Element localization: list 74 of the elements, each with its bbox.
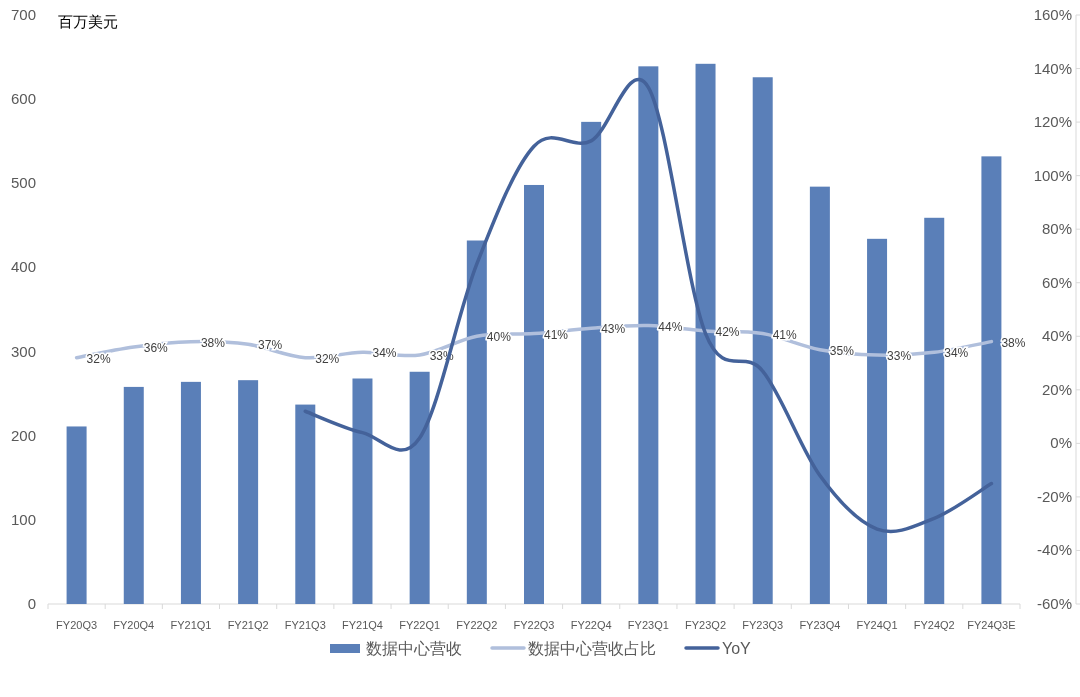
y-tick-label: 600	[10, 90, 36, 108]
data-label: 38%	[200, 335, 226, 350]
y-tick-label: 200	[10, 426, 36, 444]
x-tick-label: FY24Q1	[856, 619, 898, 631]
data-label: 44%	[658, 319, 683, 334]
y-tick-label: 500	[10, 174, 36, 192]
x-tick-label: FY23Q3	[742, 619, 784, 631]
bar	[238, 380, 259, 604]
legend-label: 数据中心营收	[366, 640, 462, 657]
x-tick-label: FY21Q4	[341, 619, 383, 631]
y2-tick-label: 20%	[1041, 380, 1072, 398]
x-tick-label: FY20Q3	[56, 619, 98, 631]
y2-tick-label: -20%	[1036, 487, 1072, 505]
x-tick-label: FY22Q1	[399, 619, 441, 631]
x-tick-label: FY21Q3	[284, 619, 326, 631]
x-tick-label: FY23Q1	[627, 619, 669, 631]
data-label: 32%	[315, 351, 340, 366]
data-label: 42%	[715, 324, 740, 339]
x-tick-label: FY22Q2	[456, 619, 498, 631]
data-label: 35%	[829, 343, 855, 358]
x-tick-label: FY21Q1	[170, 619, 212, 631]
y2-tick-label: 100%	[1033, 166, 1072, 184]
bar	[809, 186, 830, 604]
y2-tick-label: -60%	[1036, 595, 1072, 612]
x-tick-label: FY20Q4	[113, 619, 155, 631]
data-label: 41%	[772, 327, 798, 342]
bar	[180, 381, 201, 604]
y-tick-label: 400	[10, 258, 36, 276]
y2-tick-label: 140%	[1033, 59, 1072, 77]
bar	[638, 66, 659, 604]
x-tick-label: FY23Q4	[799, 619, 841, 631]
data-label: 37%	[258, 338, 283, 353]
x-tick-label: FY22Q4	[570, 619, 612, 631]
data-label: 33%	[887, 349, 912, 364]
data-label: 32%	[86, 351, 111, 366]
x-tick-label: FY21Q2	[227, 619, 269, 631]
y2-tick-label: 40%	[1041, 327, 1072, 345]
data-label: 34%	[944, 346, 969, 361]
bar	[295, 404, 316, 604]
bar	[123, 386, 144, 604]
y-tick-label: 100	[10, 510, 36, 528]
legend-label: 数据中心营收占比	[528, 640, 656, 657]
y2-tick-label: 80%	[1041, 220, 1072, 238]
y2-tick-label: 60%	[1041, 273, 1072, 291]
bar	[867, 238, 888, 604]
x-tick-label: FY24Q2	[913, 619, 955, 631]
bar	[524, 184, 544, 604]
x-tick-label: FY24Q3E	[967, 619, 1016, 631]
bar	[581, 121, 602, 604]
bar	[695, 63, 716, 604]
y2-tick-label: 0%	[1050, 434, 1072, 452]
bar	[752, 77, 773, 604]
bar	[352, 378, 373, 604]
data-label: 34%	[372, 346, 397, 361]
data-label: 38%	[1001, 335, 1026, 350]
y-tick-label: 300	[10, 342, 36, 360]
legend-label: YoY	[722, 640, 752, 657]
bar	[466, 240, 487, 604]
y-axis-title: 百万美元	[58, 13, 118, 30]
x-tick-label: FY22Q3	[513, 619, 555, 631]
data-label: 40%	[486, 330, 512, 345]
y2-tick-label: 120%	[1033, 113, 1072, 131]
bar	[981, 156, 1002, 604]
data-label: 41%	[543, 327, 569, 342]
y-tick-label: 700	[10, 6, 36, 23]
y2-tick-label: -40%	[1036, 541, 1072, 559]
data-label: 36%	[143, 340, 169, 355]
bar	[409, 371, 430, 604]
bar	[924, 217, 945, 604]
bar	[66, 426, 87, 604]
y-tick-label: 0	[27, 595, 36, 612]
x-tick-label: FY23Q2	[685, 619, 727, 631]
y2-tick-label: 160%	[1033, 6, 1072, 23]
data-label: 43%	[601, 322, 626, 337]
